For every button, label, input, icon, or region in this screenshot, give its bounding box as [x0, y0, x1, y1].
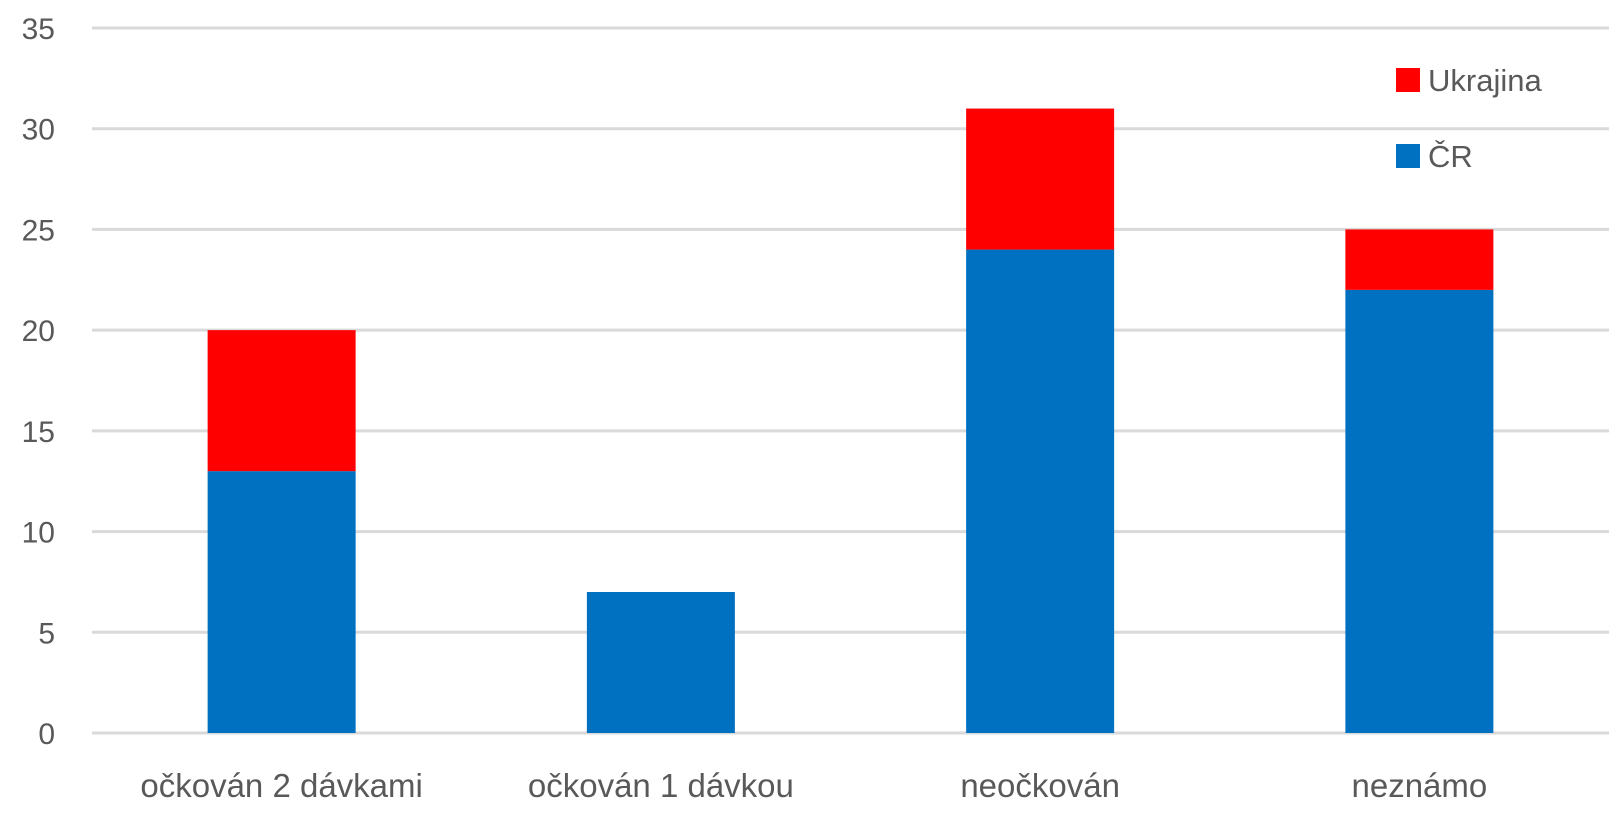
bar-ukrajina-0	[207, 330, 356, 472]
legend-label-ukrajina: Ukrajina	[1428, 63, 1542, 98]
legend-swatch-ukrajina	[1396, 68, 1420, 92]
legend: Ukrajina ČR	[1396, 63, 1542, 174]
bar-cr-1	[586, 592, 735, 733]
bar-cr-2	[966, 249, 1115, 734]
y-tick-label: 30	[22, 114, 55, 147]
legend-swatch-cr	[1396, 144, 1420, 168]
y-tick-label: 15	[22, 416, 55, 449]
y-tick-label: 0	[38, 718, 55, 751]
x-category-label: očkován 2 dávkami	[140, 767, 422, 804]
y-tick-label: 5	[38, 617, 55, 650]
y-axis-ticks: 0 5 10 15 20 25 30 35	[22, 13, 55, 751]
x-category-label: neočkován	[960, 767, 1120, 804]
bar-cr-3	[1345, 289, 1494, 733]
x-category-label: neznámo	[1351, 767, 1487, 804]
y-tick-label: 20	[22, 315, 55, 348]
x-category-label: očkován 1 dávkou	[528, 767, 794, 804]
y-tick-label: 35	[22, 13, 55, 46]
bar-cr-0	[207, 471, 356, 733]
y-tick-label: 10	[22, 517, 55, 550]
x-axis-labels: očkován 2 dávkami očkován 1 dávkou neočkov…	[140, 767, 1487, 804]
legend-label-cr: ČR	[1428, 139, 1473, 174]
y-tick-label: 25	[22, 214, 55, 247]
bar-ukrajina-2	[966, 108, 1115, 250]
bar-ukrajina-3	[1345, 229, 1494, 290]
bars	[207, 108, 1494, 734]
